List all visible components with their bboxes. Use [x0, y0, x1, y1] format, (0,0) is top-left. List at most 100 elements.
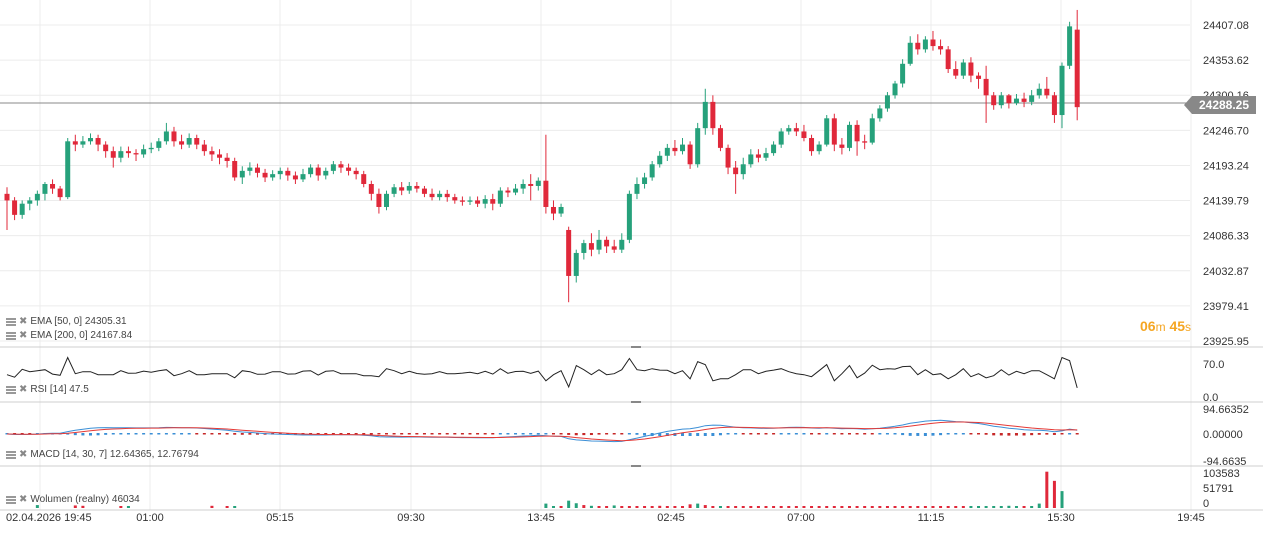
- volume-bar: [741, 506, 745, 508]
- macd-histogram-bar: [939, 433, 943, 436]
- candle-body: [869, 118, 875, 143]
- time-tick-label: 09:30: [397, 512, 425, 524]
- candle-body: [824, 118, 830, 145]
- menu-icon[interactable]: [6, 317, 16, 326]
- macd-histogram-bar: [438, 433, 442, 435]
- macd-histogram-bar: [597, 433, 601, 435]
- candle-body: [877, 108, 883, 119]
- macd-histogram-bar: [627, 433, 631, 435]
- macd-histogram-bar: [741, 433, 745, 435]
- candle-body: [664, 147, 670, 156]
- candle-body: [376, 193, 382, 207]
- candle-body: [270, 174, 276, 178]
- time-tick-label: 02:45: [657, 512, 685, 524]
- macd-histogram-bar: [825, 433, 829, 435]
- menu-icon[interactable]: [6, 331, 16, 340]
- candle-body: [778, 131, 784, 145]
- ema-50-label[interactable]: ✖ EMA [50, 0] 24305.31: [6, 316, 127, 327]
- macd-histogram-bar: [567, 433, 571, 435]
- macd-histogram-bar: [506, 433, 510, 435]
- macd-histogram-bar: [111, 433, 115, 435]
- rsi-pane: 70.0 0.0: [6, 356, 1224, 404]
- close-icon[interactable]: ✖: [19, 384, 28, 395]
- candle-body: [619, 239, 625, 250]
- volume-bar: [696, 503, 700, 508]
- candle-body: [816, 144, 822, 152]
- candle-body: [437, 193, 443, 198]
- macd-histogram-bar: [969, 433, 973, 435]
- candle-body: [884, 95, 890, 109]
- volume-bar: [210, 505, 214, 508]
- volume-bar: [794, 506, 798, 508]
- menu-icon[interactable]: [6, 450, 16, 459]
- macd-histogram-bar: [331, 433, 335, 435]
- candle-body: [148, 147, 154, 150]
- rsi-label[interactable]: ✖ RSI [14] 47.5: [6, 384, 89, 395]
- macd-histogram-bar: [104, 433, 108, 435]
- macd-histogram-bar: [916, 433, 920, 436]
- menu-icon[interactable]: [6, 385, 16, 394]
- volume-bar: [916, 506, 920, 508]
- volume-bar: [878, 506, 882, 508]
- price-axis: 24407.0824353.6224300.1624246.7024193.24…: [1203, 20, 1249, 348]
- macd-histogram-bar: [1052, 433, 1056, 435]
- volume-bar: [810, 506, 814, 508]
- pane-resize-handle: [631, 401, 641, 403]
- macd-histogram-bar: [635, 433, 639, 435]
- volume-bar: [764, 506, 768, 508]
- candle-body: [960, 62, 966, 76]
- price-tick-label: 24139.79: [1203, 196, 1249, 208]
- macd-histogram-bar: [324, 433, 328, 435]
- macd-histogram-bar: [734, 433, 738, 435]
- volume-bar: [574, 503, 578, 508]
- macd-label[interactable]: ✖ MACD [14, 30, 7] 12.64365, 12.76794: [6, 449, 199, 460]
- candle-body: [285, 170, 291, 176]
- volume-bar: [840, 506, 844, 508]
- ema-200-label[interactable]: ✖ EMA [200, 0] 24167.84: [6, 330, 132, 341]
- macd-histogram-bar: [468, 433, 472, 435]
- candle-body: [315, 167, 321, 176]
- macd-histogram-bar: [1007, 433, 1011, 436]
- macd-histogram-bar: [582, 433, 586, 436]
- close-icon[interactable]: ✖: [19, 330, 28, 341]
- macd-histogram-bar: [620, 433, 624, 435]
- macd-histogram-bar: [544, 433, 548, 435]
- macd-tick-label: 94.66352: [1203, 404, 1249, 416]
- macd-histogram-bar: [901, 433, 905, 436]
- time-tick-label: 11:15: [918, 512, 945, 524]
- candle-body: [201, 144, 207, 152]
- pane-resize-handle: [631, 465, 641, 467]
- candle-body: [429, 193, 435, 198]
- candle-body: [687, 144, 693, 165]
- close-icon[interactable]: ✖: [19, 494, 28, 505]
- macd-pane: 94.66352 0.00000 -94.6635: [5, 404, 1249, 468]
- candle-body: [1074, 29, 1080, 108]
- volume-bar: [832, 506, 836, 508]
- candle-body: [87, 138, 93, 142]
- volume-bar: [1052, 480, 1056, 508]
- candle-body: [399, 187, 405, 191]
- macd-histogram-bar: [1037, 433, 1041, 435]
- macd-histogram-bar: [81, 433, 85, 436]
- volume-bar: [711, 506, 715, 508]
- volume-bar: [605, 506, 609, 508]
- volume-tick-label: 51791: [1203, 483, 1234, 495]
- macd-histogram-bar: [1014, 433, 1018, 436]
- candle-body: [968, 62, 974, 76]
- macd-histogram-bar: [422, 433, 426, 435]
- volume-tick-label: 0: [1203, 498, 1209, 510]
- menu-icon[interactable]: [6, 495, 16, 504]
- volume-pane: 103583 51791 0: [35, 468, 1240, 510]
- volume-bar: [718, 506, 722, 508]
- close-icon[interactable]: ✖: [19, 316, 28, 327]
- macd-histogram-bar: [218, 433, 222, 435]
- candle-body: [50, 183, 56, 189]
- close-icon[interactable]: ✖: [19, 449, 28, 460]
- macd-histogram-bar: [66, 433, 70, 435]
- volume-label[interactable]: ✖ Wolumen (realny) 46034: [6, 494, 140, 505]
- macd-histogram-bar: [718, 433, 722, 436]
- current-price-tag: 24288.25: [1184, 96, 1256, 114]
- macd-histogram-bar: [491, 433, 495, 435]
- time-axis: 02.04.2026 19:45 01:00 05:15 09:30 13:45 02:4…: [6, 512, 1205, 524]
